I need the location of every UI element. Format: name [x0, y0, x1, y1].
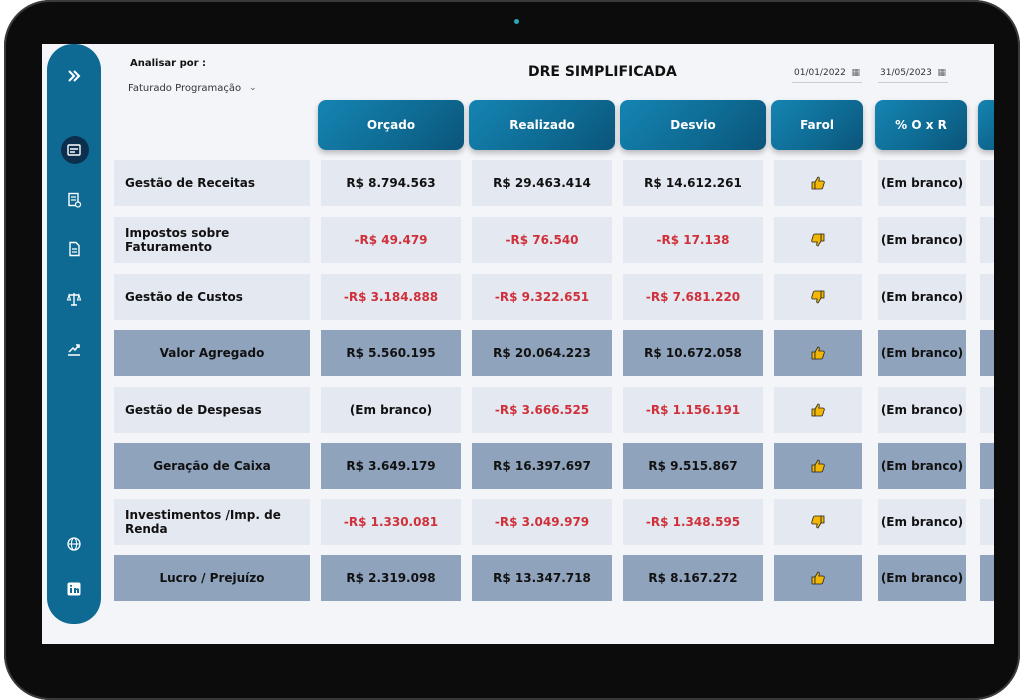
cell-pct: (Em branco)	[878, 499, 966, 545]
thumbs-down-icon	[774, 217, 862, 263]
cell-realizado: -R$ 3.666.525	[472, 387, 612, 433]
cell-pct: (Em branco)	[878, 387, 966, 433]
thumbs-up-icon	[774, 443, 862, 489]
chevron-down-icon: ⌄	[249, 83, 257, 93]
balance-scale-icon[interactable]	[47, 285, 101, 313]
thumbs-up-icon	[774, 555, 862, 601]
cell-pct: (Em branco)	[878, 555, 966, 601]
cell-orcado: R$ 5.560.195	[321, 330, 461, 376]
cell-pct: (Em branco)	[878, 217, 966, 263]
column-header-realizado[interactable]: Realizado	[469, 100, 615, 150]
cell-realizado: R$ 29.463.414	[472, 160, 612, 206]
cell-partial	[980, 274, 994, 320]
linkedin-icon[interactable]	[47, 575, 101, 603]
calendar-icon[interactable]: ▦	[851, 68, 860, 78]
cell-pct: (Em branco)	[878, 274, 966, 320]
growth-chart-icon[interactable]	[47, 335, 101, 363]
screen: Analisar por : Faturado Programação ⌄ DR…	[42, 44, 994, 644]
active-nav-highlight	[61, 136, 89, 164]
cell-realizado: R$ 20.064.223	[472, 330, 612, 376]
tablet-frame: Analisar por : Faturado Programação ⌄ DR…	[4, 0, 1020, 700]
thumbs-down-icon	[774, 499, 862, 545]
dropdown-value: Faturado Programação	[128, 82, 242, 94]
thumbs-up-icon	[774, 330, 862, 376]
cell-realizado: -R$ 3.049.979	[472, 499, 612, 545]
document-icon[interactable]	[47, 235, 101, 263]
sidebar	[47, 44, 101, 624]
row-label: Gestão de Custos	[114, 274, 310, 320]
cell-pct: (Em branco)	[878, 330, 966, 376]
cell-pct: (Em branco)	[878, 160, 966, 206]
expand-icon[interactable]	[47, 62, 101, 90]
end-date-value: 31/05/2023	[880, 68, 932, 78]
cell-partial	[980, 217, 994, 263]
column-header-desvio[interactable]: Desvio	[620, 100, 766, 150]
cell-partial	[980, 330, 994, 376]
column-header-pct[interactable]: % O x R	[875, 100, 967, 150]
calendar-icon[interactable]: ▦	[937, 68, 946, 78]
row-label: Investimentos /Imp. de Renda	[114, 499, 310, 545]
cell-desvio: R$ 10.672.058	[623, 330, 763, 376]
row-label: Geração de Caixa	[114, 443, 310, 489]
cell-partial	[980, 443, 994, 489]
thumbs-up-icon	[774, 160, 862, 206]
cell-orcado: -R$ 3.184.888	[321, 274, 461, 320]
thumbs-up-icon	[774, 387, 862, 433]
cell-pct: (Em branco)	[878, 443, 966, 489]
analisar-por-dropdown[interactable]: Faturado Programação ⌄	[128, 78, 262, 98]
cell-partial	[980, 160, 994, 206]
column-header-farol[interactable]: Farol	[771, 100, 863, 150]
cell-orcado: R$ 3.649.179	[321, 443, 461, 489]
report-check-icon[interactable]	[47, 186, 101, 214]
cell-desvio: -R$ 1.348.595	[623, 499, 763, 545]
cell-orcado: R$ 8.794.563	[321, 160, 461, 206]
dashboard-icon[interactable]	[47, 136, 101, 164]
cell-orcado: (Em branco)	[321, 387, 461, 433]
filter-label: Analisar por :	[130, 58, 207, 69]
end-date-input[interactable]: 31/05/2023 ▦	[878, 64, 948, 83]
cell-realizado: -R$ 9.322.651	[472, 274, 612, 320]
cell-desvio: R$ 14.612.261	[623, 160, 763, 206]
cell-realizado: R$ 16.397.697	[472, 443, 612, 489]
cell-desvio: -R$ 1.156.191	[623, 387, 763, 433]
start-date-value: 01/01/2022	[794, 68, 846, 78]
start-date-input[interactable]: 01/01/2022 ▦	[792, 64, 862, 83]
page-title: DRE SIMPLIFICADA	[528, 64, 677, 80]
cell-desvio: -R$ 17.138	[623, 217, 763, 263]
cell-orcado: -R$ 49.479	[321, 217, 461, 263]
row-label: Lucro / Prejuízo	[114, 555, 310, 601]
row-label: Impostos sobre Faturamento	[114, 217, 310, 263]
cell-partial	[980, 499, 994, 545]
column-header-partial	[978, 100, 994, 150]
cell-desvio: -R$ 7.681.220	[623, 274, 763, 320]
row-label: Gestão de Receitas	[114, 160, 310, 206]
cell-partial	[980, 387, 994, 433]
camera	[514, 19, 519, 24]
thumbs-down-icon	[774, 274, 862, 320]
column-header-orcado[interactable]: Orçado	[318, 100, 464, 150]
row-label: Valor Agregado	[114, 330, 310, 376]
row-label: Gestão de Despesas	[114, 387, 310, 433]
cell-realizado: -R$ 76.540	[472, 217, 612, 263]
cell-desvio: R$ 8.167.272	[623, 555, 763, 601]
cell-orcado: -R$ 1.330.081	[321, 499, 461, 545]
globe-icon[interactable]	[47, 530, 101, 558]
cell-partial	[980, 555, 994, 601]
cell-desvio: R$ 9.515.867	[623, 443, 763, 489]
cell-realizado: R$ 13.347.718	[472, 555, 612, 601]
cell-orcado: R$ 2.319.098	[321, 555, 461, 601]
